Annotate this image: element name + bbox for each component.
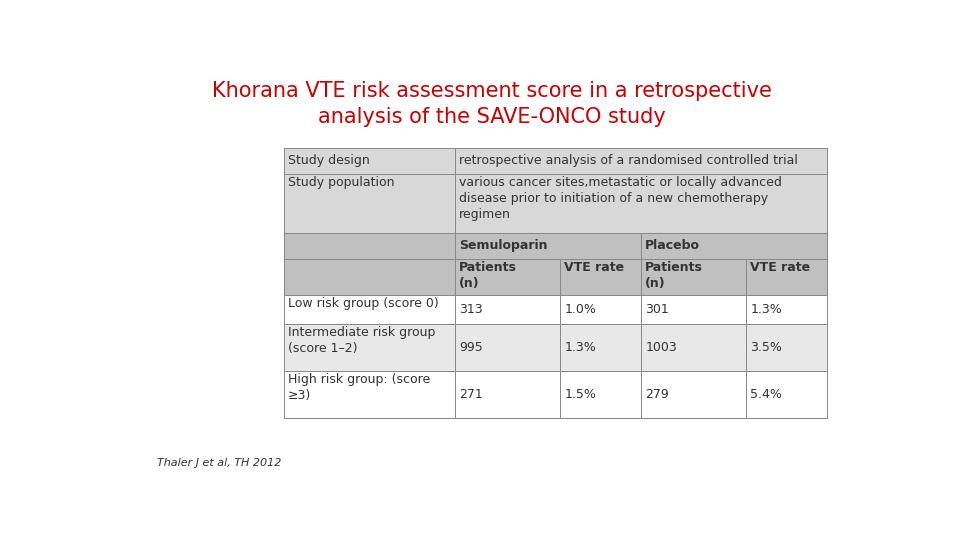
Bar — [455, 323, 560, 371]
Text: 301: 301 — [645, 303, 669, 316]
Text: 271: 271 — [459, 388, 483, 401]
Text: 279: 279 — [645, 388, 669, 401]
Bar — [746, 259, 827, 295]
Bar — [284, 371, 455, 418]
Text: Placebo: Placebo — [645, 239, 700, 252]
Text: 1.0%: 1.0% — [564, 303, 596, 316]
Bar — [560, 259, 640, 295]
Bar — [455, 233, 640, 259]
Bar — [640, 371, 746, 418]
Text: 1.3%: 1.3% — [751, 303, 782, 316]
Text: 1003: 1003 — [645, 341, 677, 354]
Bar — [455, 148, 827, 174]
Bar — [560, 323, 640, 371]
Bar — [746, 323, 827, 371]
Text: VTE rate: VTE rate — [564, 261, 624, 274]
Bar — [640, 323, 746, 371]
Text: Khorana VTE risk assessment score in a retrospective
analysis of the SAVE-ONCO s: Khorana VTE risk assessment score in a r… — [212, 82, 772, 127]
Text: Study design: Study design — [288, 154, 370, 167]
Bar — [284, 174, 455, 233]
Text: various cancer sites,metastatic or locally advanced
disease prior to initiation : various cancer sites,metastatic or local… — [459, 176, 782, 221]
Bar — [284, 295, 455, 323]
Bar — [746, 371, 827, 418]
Bar — [455, 174, 827, 233]
Bar — [455, 371, 560, 418]
Text: High risk group: (score
≥3): High risk group: (score ≥3) — [288, 373, 430, 402]
Bar — [455, 295, 560, 323]
Bar — [284, 323, 455, 371]
Bar — [284, 148, 455, 174]
Text: VTE rate: VTE rate — [751, 261, 810, 274]
Bar — [640, 295, 746, 323]
Text: Patients
(n): Patients (n) — [459, 261, 517, 290]
Bar — [640, 259, 746, 295]
Text: Thaler J et al, TH 2012: Thaler J et al, TH 2012 — [157, 458, 281, 468]
Bar — [455, 259, 560, 295]
Bar — [640, 233, 827, 259]
Text: 3.5%: 3.5% — [751, 341, 782, 354]
Text: retrospective analysis of a randomised controlled trial: retrospective analysis of a randomised c… — [459, 154, 798, 167]
Text: 313: 313 — [459, 303, 483, 316]
Bar — [284, 233, 455, 259]
Bar — [560, 371, 640, 418]
Bar — [284, 259, 455, 295]
Text: Patients
(n): Patients (n) — [645, 261, 703, 290]
Bar — [746, 295, 827, 323]
Text: 1.3%: 1.3% — [564, 341, 596, 354]
Bar — [560, 295, 640, 323]
Text: 1.5%: 1.5% — [564, 388, 596, 401]
Text: 5.4%: 5.4% — [751, 388, 782, 401]
Text: Study population: Study population — [288, 176, 395, 188]
Text: Intermediate risk group
(score 1–2): Intermediate risk group (score 1–2) — [288, 326, 436, 355]
Text: 995: 995 — [459, 341, 483, 354]
Text: Low risk group (score 0): Low risk group (score 0) — [288, 298, 439, 310]
Text: Semuloparin: Semuloparin — [459, 239, 548, 252]
